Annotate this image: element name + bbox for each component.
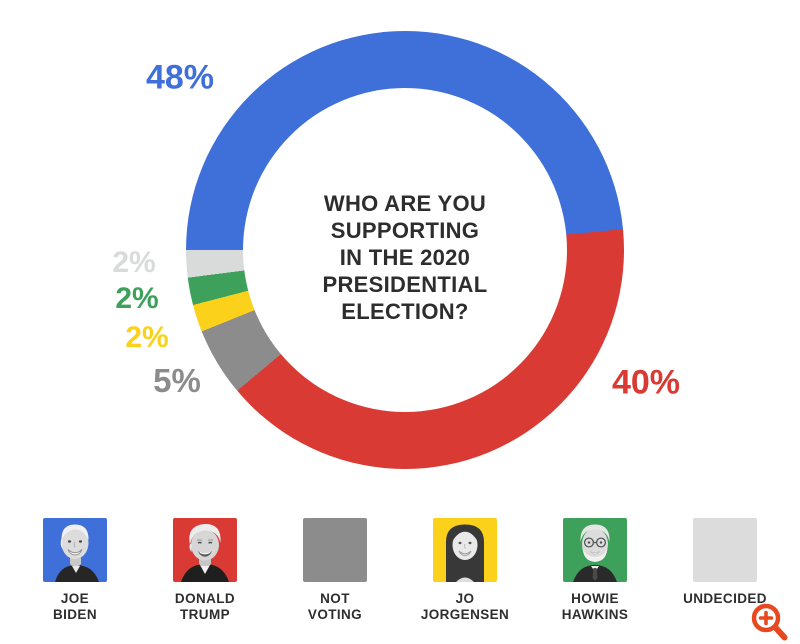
percent-label-howie-hawkins: 2%	[115, 282, 159, 315]
percent-label-donald-trump: 40%	[611, 363, 681, 402]
howie-hawkins-photo	[563, 518, 627, 582]
undecided-swatch	[693, 518, 757, 582]
legend-label-joe-biden: JOE BIDEN	[52, 591, 97, 622]
jo-jorgensen-portrait-icon	[446, 524, 484, 582]
legend-item-undecided: UNDECIDED	[670, 518, 780, 623]
donald-trump-photo	[173, 518, 237, 582]
donald-trump-portrait-icon	[181, 523, 229, 582]
percent-label-not-voting: 5%	[153, 362, 201, 399]
donut-chart: WHO ARE YOU SUPPORTING IN THE 2020 PRESI…	[186, 31, 624, 469]
legend-label-howie-hawkins: HOWIE HAWKINS	[561, 591, 629, 622]
chart-question: WHO ARE YOU SUPPORTING IN THE 2020 PRESI…	[322, 190, 488, 324]
legend: JOE BIDEN	[0, 518, 800, 623]
legend-item-donald-trump: DONALD TRUMP	[150, 518, 260, 623]
donut-hole: WHO ARE YOU SUPPORTING IN THE 2020 PRESI…	[243, 88, 567, 412]
legend-item-not-voting: NOT VOTING	[280, 518, 390, 623]
legend-label-undecided: UNDECIDED	[683, 591, 767, 606]
legend-label-jo-jorgensen: JO JORGENSEN	[420, 591, 510, 622]
joe-biden-photo	[43, 518, 107, 582]
legend-label-not-voting: NOT VOTING	[307, 591, 363, 622]
zoom-in-icon[interactable]	[746, 598, 792, 644]
percent-label-undecided: 2%	[112, 246, 156, 279]
legend-item-howie-hawkins: HOWIE HAWKINS	[540, 518, 650, 623]
jo-jorgensen-photo	[433, 518, 497, 582]
percent-label-jo-jorgensen: 2%	[125, 321, 169, 354]
joe-biden-portrait-icon	[55, 524, 99, 582]
percent-label-joe-biden: 48%	[145, 58, 215, 97]
legend-item-jo-jorgensen: JO JORGENSEN	[410, 518, 520, 623]
legend-label-donald-trump: DONALD TRUMP	[174, 591, 236, 622]
legend-item-joe-biden: JOE BIDEN	[20, 518, 130, 623]
howie-hawkins-portrait-icon	[573, 524, 617, 582]
not-voting-swatch	[303, 518, 367, 582]
